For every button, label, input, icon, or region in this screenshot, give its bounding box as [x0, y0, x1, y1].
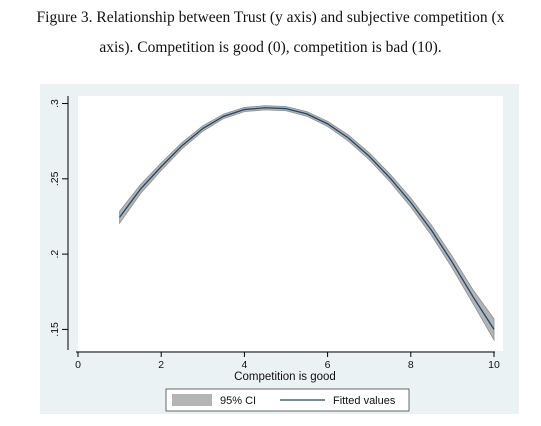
- ci-band-group: [119, 105, 495, 342]
- x-tick-label: 6: [325, 359, 331, 371]
- plot-area: [78, 96, 503, 351]
- y-tick-label: .15: [49, 322, 61, 337]
- y-tick-label: .2: [49, 250, 61, 259]
- y-axis: .15 .2 .25 .3: [49, 96, 69, 350]
- legend-fitted-label: Fitted values: [333, 395, 396, 407]
- x-tick-label: 4: [241, 359, 247, 371]
- x-axis-label: Competition is good: [234, 371, 336, 383]
- caption-line-1: Figure 3. Relationship between Trust (y …: [36, 9, 505, 26]
- legend-ci-swatch: [172, 394, 212, 406]
- legend-ci-label: 95% CI: [220, 395, 256, 407]
- figure-caption: Figure 3. Relationship between Trust (y …: [0, 0, 541, 63]
- x-tick-label: 2: [158, 359, 164, 371]
- legend: 95% CI Fitted values: [165, 388, 410, 412]
- fitted-line: [119, 107, 495, 330]
- x-tick-label: 0: [75, 359, 81, 371]
- fitted-line-group: [119, 107, 495, 330]
- x-tick-label: 8: [408, 359, 414, 371]
- ci-band: [119, 105, 495, 342]
- y-tick-label: .25: [49, 171, 61, 186]
- x-axis: 0 2 4 6 8 10: [75, 351, 500, 371]
- y-tick-label: .3: [49, 99, 61, 108]
- x-tick-label: 10: [488, 359, 500, 371]
- caption-line-2: axis). Competition is good (0), competit…: [99, 39, 442, 56]
